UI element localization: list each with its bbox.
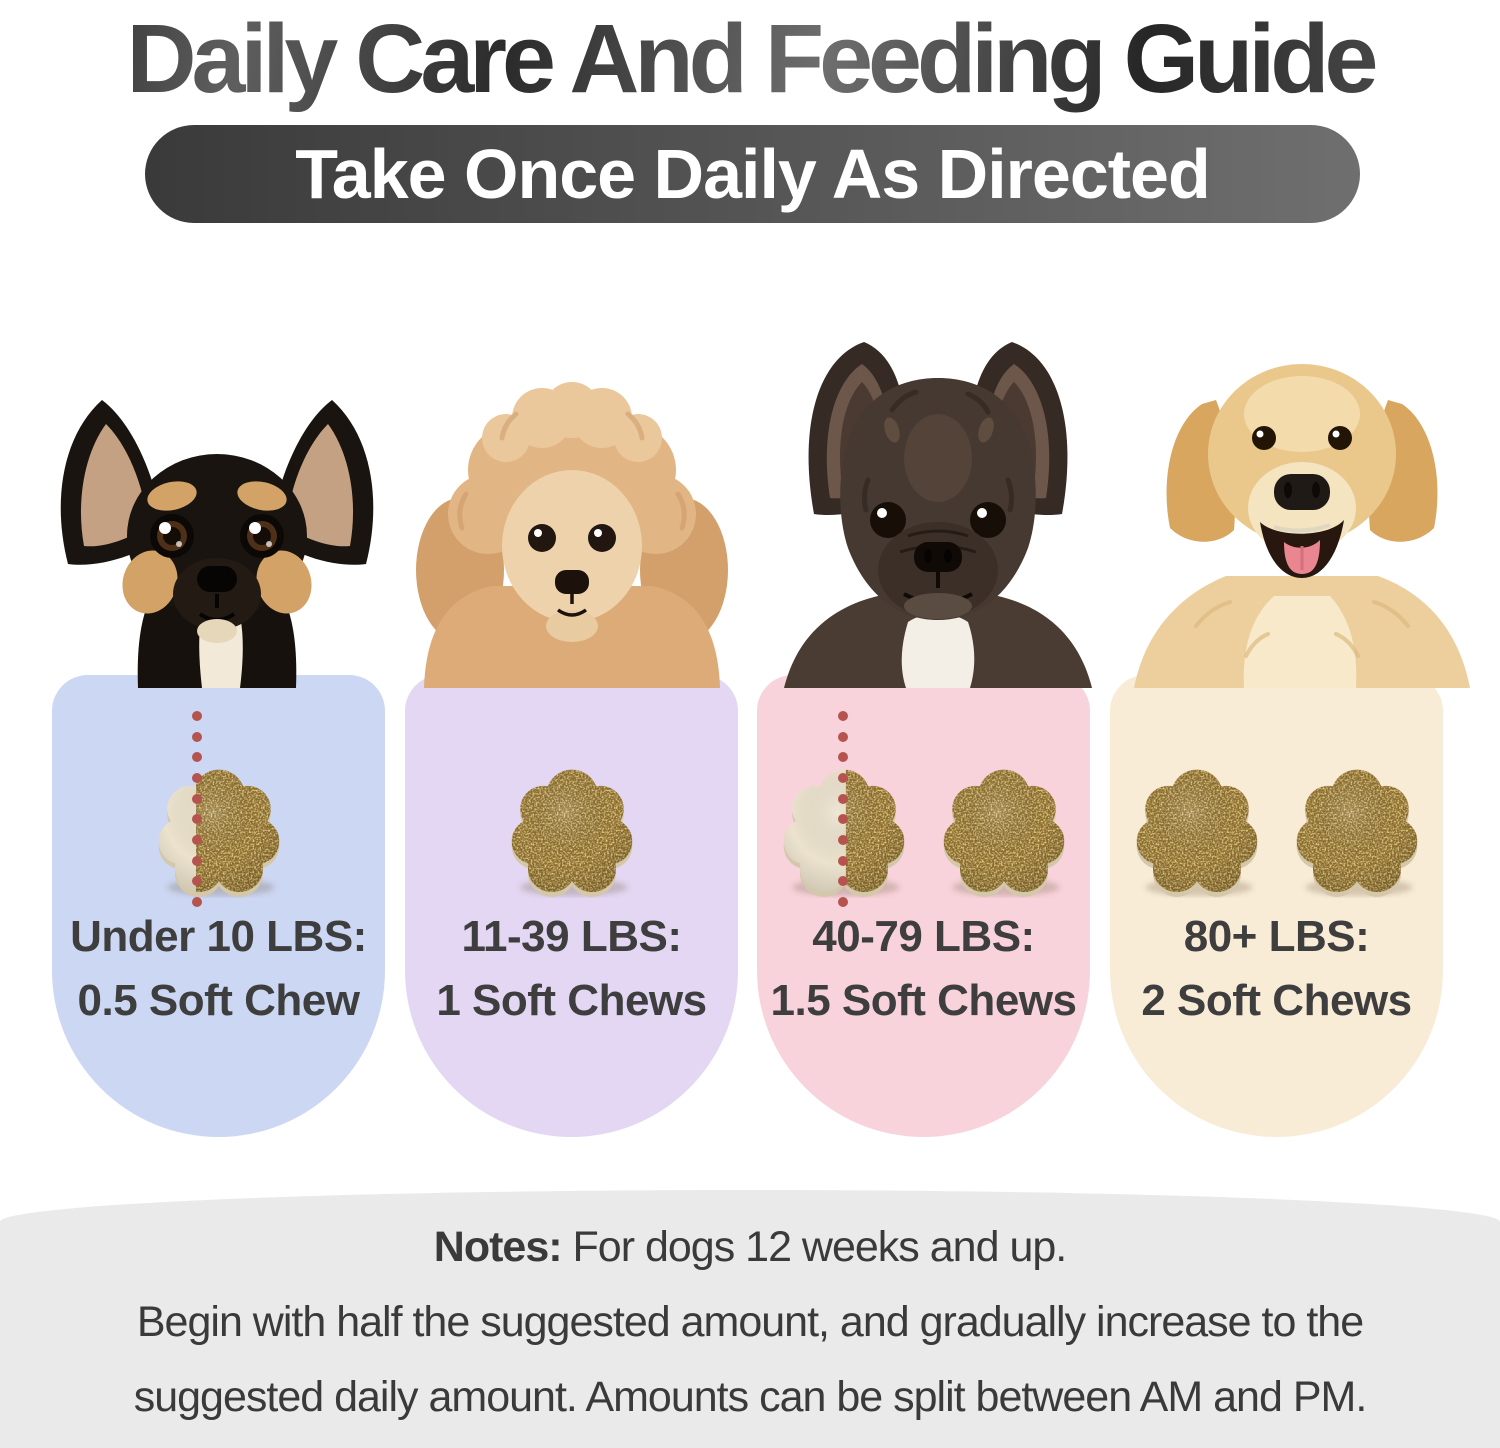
half-cut-dotted-line: [192, 711, 202, 907]
dose-card-under-10-lbs: Under 10 LBS: 0.5 Soft Chew: [52, 675, 385, 1137]
dose-label: 1.5 Soft Chews: [770, 976, 1077, 1025]
notes-line-1: Notes: For dogs 12 weeks and up.: [0, 1210, 1500, 1285]
chihuahua-photo: [60, 400, 374, 688]
notes-section: Notes: For dogs 12 weeks and up. Begin w…: [0, 1190, 1500, 1448]
chew-illustration-zone: [52, 727, 385, 927]
soft-chew-illustration: [511, 769, 632, 897]
notes-line-3: suggested daily amount. Amounts can be s…: [133, 1373, 1368, 1421]
dose-card-labels: Under 10 LBS: 0.5 Soft Chew: [42, 905, 395, 1033]
directions-banner-label: Take Once Daily As Directed: [295, 135, 1211, 213]
dose-card-labels: 11-39 LBS: 1 Soft Chews: [395, 905, 748, 1033]
weight-range-label: 40-79 LBS:: [812, 912, 1035, 961]
directions-banner: Take Once Daily As Directed: [145, 125, 1360, 223]
golden-retriever-photo: [1134, 364, 1470, 688]
soft-chew-half-illustration: [158, 769, 279, 897]
soft-chew-illustration: [943, 769, 1064, 897]
dose-label: 0.5 Soft Chew: [77, 976, 361, 1025]
chew-illustration-zone: [1110, 727, 1443, 927]
page-title: Daily Care And Feeding Guide: [0, 0, 1500, 118]
soft-chew-illustration: [1136, 769, 1257, 897]
dose-card-11-39-lbs: 11-39 LBS: 1 Soft Chews: [405, 675, 738, 1137]
french-bulldog-photo: [784, 342, 1092, 688]
notes-line-2: Begin with half the suggested amount, an…: [136, 1298, 1364, 1346]
notes-intro: For dogs 12 weeks and up.: [572, 1223, 1068, 1271]
chew-illustration-zone: [757, 727, 1090, 927]
half-cut-dotted-line: [838, 711, 848, 907]
dose-label: 2 Soft Chews: [1141, 976, 1412, 1025]
weight-range-label: Under 10 LBS:: [70, 912, 367, 961]
dose-label: 1 Soft Chews: [436, 976, 707, 1025]
dose-card-40-79-lbs: 40-79 LBS: 1.5 Soft Chews: [757, 675, 1090, 1137]
weight-range-label: 11-39 LBS:: [461, 912, 682, 961]
weight-range-label: 80+ LBS:: [1183, 912, 1370, 961]
dose-card-80-plus-lbs: 80+ LBS: 2 Soft Chews: [1110, 675, 1443, 1137]
notes-label: Notes:: [433, 1223, 563, 1271]
chew-illustration-zone: [405, 727, 738, 927]
poodle-photo: [416, 382, 728, 688]
dose-card-labels: 80+ LBS: 2 Soft Chews: [1100, 905, 1453, 1033]
dose-card-labels: 40-79 LBS: 1.5 Soft Chews: [747, 905, 1100, 1033]
soft-chew-half-illustration: [783, 769, 904, 897]
soft-chew-illustration: [1296, 769, 1417, 897]
